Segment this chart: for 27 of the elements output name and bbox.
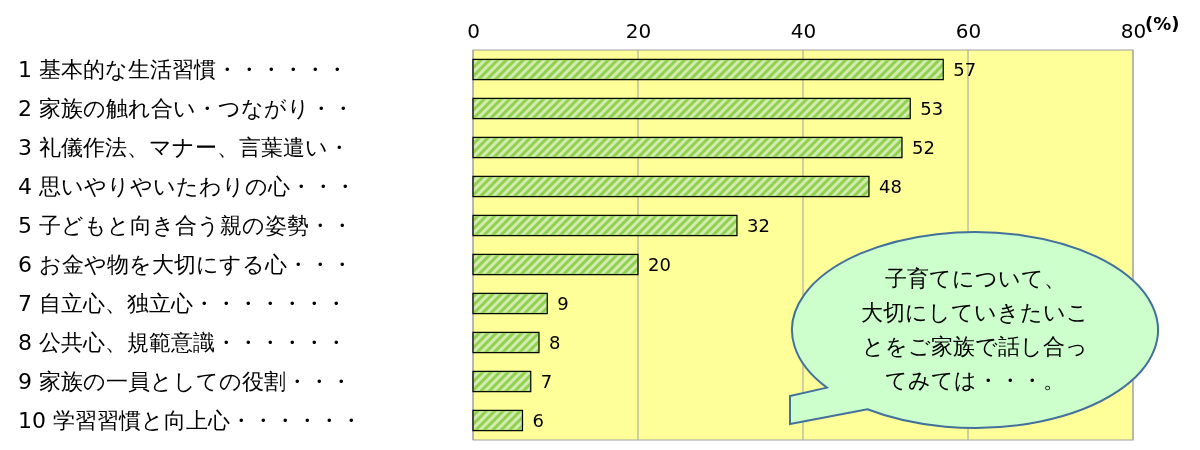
data-label: 6 — [532, 409, 544, 431]
y-tick-label: 3 礼儀作法、マナー、言葉遣い・ — [18, 135, 350, 161]
data-label: 20 — [648, 253, 671, 275]
y-tick-label: 9 家族の一員としての役割・・・ — [18, 369, 352, 395]
y-tick-label: 7 自立心、独立心・・・・・・・ — [18, 291, 347, 317]
y-tick-label: 10 学習習慣と向上心・・・・・・ — [18, 408, 362, 434]
y-tick-label: 8 公共心、規範意識・・・・・・ — [18, 330, 347, 356]
y-tick-label: 2 家族の触れ合い・つながり・・ — [18, 96, 354, 122]
x-tick-label: 60 — [955, 19, 982, 43]
y-tick-label: 1 基本的な生活習慣・・・・・・ — [18, 57, 348, 83]
x-tick-label: 0 — [467, 19, 480, 43]
data-label: 48 — [879, 175, 902, 197]
x-axis-title: (%) — [1145, 13, 1180, 34]
y-tick-label: 4 思いやりやいたわりの心・・・ — [18, 174, 356, 200]
data-label: 52 — [912, 136, 935, 158]
x-tick-label: 20 — [625, 19, 652, 43]
data-label: 8 — [549, 331, 561, 353]
x-tick-label: 40 — [790, 19, 817, 43]
data-label: 7 — [540, 370, 553, 392]
data-label: 9 — [557, 292, 569, 314]
data-label: 57 — [953, 58, 977, 80]
data-label: 53 — [920, 97, 944, 119]
data-label: 32 — [747, 214, 770, 236]
y-tick-label: 5 子どもと向き合う親の姿勢・・ — [18, 213, 353, 239]
x-tick-label: 80 — [1120, 19, 1147, 43]
annotation: 子育てについて、大切にしていきたいことをご家族で話し合ってみては・・・。 — [861, 265, 1089, 393]
y-tick-label: 6 お金や物を大切にする心・・・ — [18, 252, 353, 278]
